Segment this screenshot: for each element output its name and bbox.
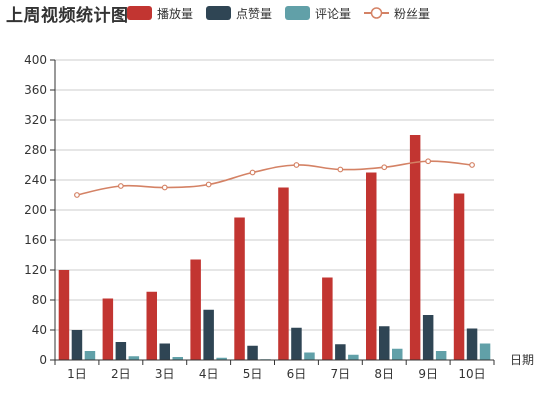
line-point-fans-7日 (337, 166, 344, 173)
bar-series (58, 135, 491, 360)
tick-labels: 0 40 80 120 160 200 240 280 320 360 400 1日 2日 3日 4日 5日 6… (24, 53, 534, 381)
bar-1-9日 (409, 135, 421, 360)
y-tick-label-120: 120 (24, 263, 47, 277)
line-series (74, 158, 475, 198)
bar-3-3日 (172, 357, 183, 360)
line-point-fans-9日 (425, 158, 432, 165)
line-point-fans-5日 (249, 169, 256, 176)
x-tick-label-9日: 9日 (418, 367, 438, 381)
legend-swatch-plays (127, 6, 152, 20)
legend-item-likes[interactable]: 点赞量 (206, 5, 272, 22)
x-tick-label-3日: 3日 (155, 367, 175, 381)
bar-3-7日 (348, 354, 359, 360)
legend-item-comments[interactable]: 评论量 (285, 5, 351, 22)
line-point-fans-6日 (293, 162, 300, 168)
grid-lines (55, 59, 494, 331)
bar-2-1日 (71, 330, 83, 360)
axes (50, 59, 495, 365)
bar-1-4日 (190, 259, 201, 360)
x-tick-label-8日: 8日 (374, 367, 394, 381)
legend-label-fans: 粉丝量 (394, 6, 431, 21)
x-tick-label-5日: 5日 (243, 367, 263, 381)
line-point-fans-10日 (469, 162, 475, 168)
bar-2-2日 (115, 342, 127, 360)
bar-3-6日 (304, 352, 315, 360)
x-tick-label-6日: 6日 (287, 367, 307, 381)
bar-2-4日 (203, 309, 214, 360)
y-tick-label-0: 0 (39, 353, 47, 367)
chart-title: 上周视频统计图 (6, 6, 129, 26)
legend-label-comments: 评论量 (315, 6, 352, 21)
line-point-fans-4日 (205, 181, 212, 188)
bar-1-8日 (366, 172, 377, 360)
x-axis-label: 日期 (510, 353, 534, 367)
bar-1-5日 (234, 217, 245, 360)
bar-3-8日 (392, 348, 403, 360)
line-point-fans-1日 (74, 192, 80, 198)
line-point-fans-8日 (381, 164, 388, 171)
x-tick-label-4日: 4日 (199, 367, 219, 381)
legend-item-plays[interactable]: 播放量 (127, 5, 193, 22)
y-tick-label-280: 280 (24, 143, 47, 157)
y-tick-label-400: 400 (24, 53, 47, 67)
bar-2-6日 (291, 327, 302, 360)
bar-3-2日 (128, 356, 140, 360)
bar-2-5日 (247, 345, 258, 360)
legend-label-likes: 点赞量 (236, 6, 273, 21)
line-point-fans-2日 (117, 183, 124, 189)
bar-2-3日 (159, 343, 170, 360)
y-tick-label-160: 160 (24, 233, 47, 247)
y-tick-label-240: 240 (24, 173, 47, 187)
chart-legend: 播放量 点赞量 评论量 粉丝量 (127, 4, 443, 22)
legend-item-fans[interactable]: 粉丝量 (364, 5, 430, 22)
x-tick-label-7日: 7日 (331, 367, 351, 381)
bar-1-6日 (278, 187, 289, 360)
x-tick-label-1日: 1日 (67, 367, 87, 381)
line-point-fans-3日 (161, 184, 168, 191)
legend-swatch-comments (285, 6, 311, 20)
legend-swatch-fans (364, 7, 390, 19)
y-tick-label-80: 80 (32, 293, 47, 307)
bar-2-9日 (422, 315, 434, 360)
bar-2-8日 (379, 326, 390, 360)
legend-swatch-likes (206, 6, 232, 20)
bar-2-10日 (466, 328, 478, 360)
bar-3-9日 (435, 351, 447, 360)
x-tick-label-10日: 10日 (458, 367, 485, 381)
y-tick-label-40: 40 (32, 323, 47, 337)
y-tick-label-360: 360 (24, 83, 47, 97)
line-series-fans (76, 160, 473, 196)
y-tick-label-200: 200 (24, 203, 47, 217)
bar-1-10日 (453, 193, 465, 360)
x-tick-label-2日: 2日 (111, 367, 131, 381)
bar-1-7日 (322, 277, 333, 360)
bar-3-4日 (216, 357, 227, 360)
bar-2-7日 (335, 344, 346, 360)
bar-1-3日 (146, 291, 157, 360)
bar-3-1日 (84, 351, 96, 360)
y-tick-label-320: 320 (24, 113, 47, 127)
bar-1-1日 (58, 270, 70, 360)
bar-3-10日 (479, 343, 491, 360)
legend-label-plays: 播放量 (157, 6, 194, 21)
bar-1-2日 (102, 298, 114, 360)
